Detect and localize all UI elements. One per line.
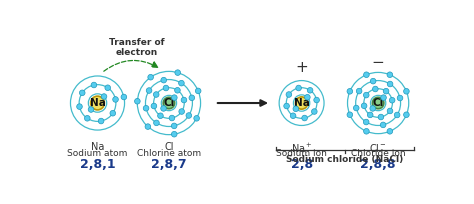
Circle shape: [172, 95, 177, 100]
Circle shape: [284, 103, 290, 109]
Text: 2,8,7: 2,8,7: [151, 158, 187, 171]
Text: Na: Na: [294, 98, 310, 108]
Circle shape: [364, 129, 369, 134]
Circle shape: [314, 97, 319, 103]
Circle shape: [135, 99, 140, 104]
Text: Sodium ion: Sodium ion: [276, 150, 327, 159]
Text: −: −: [372, 55, 384, 70]
Circle shape: [98, 118, 104, 124]
Circle shape: [174, 88, 180, 93]
Circle shape: [110, 110, 116, 116]
Circle shape: [347, 89, 353, 94]
Circle shape: [354, 105, 359, 111]
Circle shape: [307, 88, 313, 93]
Text: Chloride ion: Chloride ion: [351, 150, 405, 159]
Text: 2,8,8: 2,8,8: [360, 158, 396, 171]
Circle shape: [143, 105, 149, 111]
Circle shape: [380, 122, 386, 128]
Circle shape: [296, 85, 301, 91]
Circle shape: [113, 97, 118, 102]
Circle shape: [189, 95, 195, 101]
Circle shape: [286, 92, 292, 97]
Circle shape: [387, 129, 392, 134]
Circle shape: [105, 85, 110, 91]
Circle shape: [373, 86, 378, 92]
Text: Cl: Cl: [373, 98, 384, 108]
Circle shape: [148, 74, 154, 80]
Text: Chlorine atom: Chlorine atom: [137, 150, 201, 159]
Circle shape: [370, 106, 375, 111]
Text: Cl: Cl: [164, 142, 173, 152]
Circle shape: [364, 119, 369, 125]
Circle shape: [290, 113, 296, 119]
Circle shape: [172, 131, 177, 137]
Circle shape: [194, 115, 200, 121]
Circle shape: [161, 77, 166, 83]
Circle shape: [154, 120, 159, 126]
Circle shape: [403, 112, 409, 118]
Circle shape: [146, 88, 152, 93]
Circle shape: [163, 97, 175, 109]
Circle shape: [295, 97, 308, 109]
Text: Sodium chloride (NaCl): Sodium chloride (NaCl): [286, 155, 403, 164]
Circle shape: [383, 88, 389, 94]
Circle shape: [181, 97, 187, 103]
Circle shape: [179, 109, 184, 114]
Circle shape: [179, 80, 184, 86]
Circle shape: [387, 108, 393, 114]
Circle shape: [293, 106, 299, 112]
Text: Na$^+$: Na$^+$: [291, 142, 312, 155]
Circle shape: [389, 98, 395, 103]
Circle shape: [403, 89, 409, 94]
Circle shape: [158, 113, 163, 119]
Circle shape: [195, 88, 201, 94]
Circle shape: [378, 114, 384, 120]
Circle shape: [169, 115, 175, 121]
Circle shape: [356, 88, 362, 94]
Circle shape: [387, 81, 393, 87]
Text: Cl: Cl: [164, 98, 174, 108]
Circle shape: [381, 95, 386, 100]
Circle shape: [373, 97, 384, 109]
Circle shape: [186, 113, 191, 118]
Circle shape: [364, 92, 369, 98]
Circle shape: [361, 103, 367, 109]
Circle shape: [397, 95, 403, 101]
Circle shape: [91, 96, 104, 110]
Circle shape: [387, 72, 392, 78]
Circle shape: [91, 82, 97, 88]
Circle shape: [311, 109, 317, 114]
Circle shape: [154, 92, 159, 97]
Circle shape: [394, 112, 400, 118]
Text: Na: Na: [91, 142, 104, 152]
Text: 2,8,1: 2,8,1: [80, 158, 115, 171]
Circle shape: [145, 124, 151, 129]
Circle shape: [175, 70, 181, 75]
Text: +: +: [295, 60, 308, 75]
Circle shape: [367, 112, 373, 118]
Circle shape: [172, 123, 177, 129]
Circle shape: [151, 103, 157, 109]
Circle shape: [163, 85, 169, 91]
Circle shape: [84, 115, 90, 121]
Circle shape: [302, 115, 308, 121]
Circle shape: [77, 104, 82, 109]
Circle shape: [305, 94, 310, 100]
Circle shape: [370, 78, 376, 84]
Text: Cl$^-$: Cl$^-$: [369, 142, 387, 154]
Circle shape: [364, 72, 369, 78]
Circle shape: [101, 94, 107, 99]
Circle shape: [88, 107, 94, 112]
Text: Transfer of
electron: Transfer of electron: [109, 38, 164, 57]
Text: Na: Na: [90, 98, 105, 108]
Text: 2,8: 2,8: [291, 158, 313, 171]
Circle shape: [80, 90, 85, 96]
Circle shape: [161, 106, 166, 111]
Text: Sodium atom: Sodium atom: [67, 150, 128, 159]
Circle shape: [121, 94, 127, 100]
Circle shape: [347, 112, 353, 118]
